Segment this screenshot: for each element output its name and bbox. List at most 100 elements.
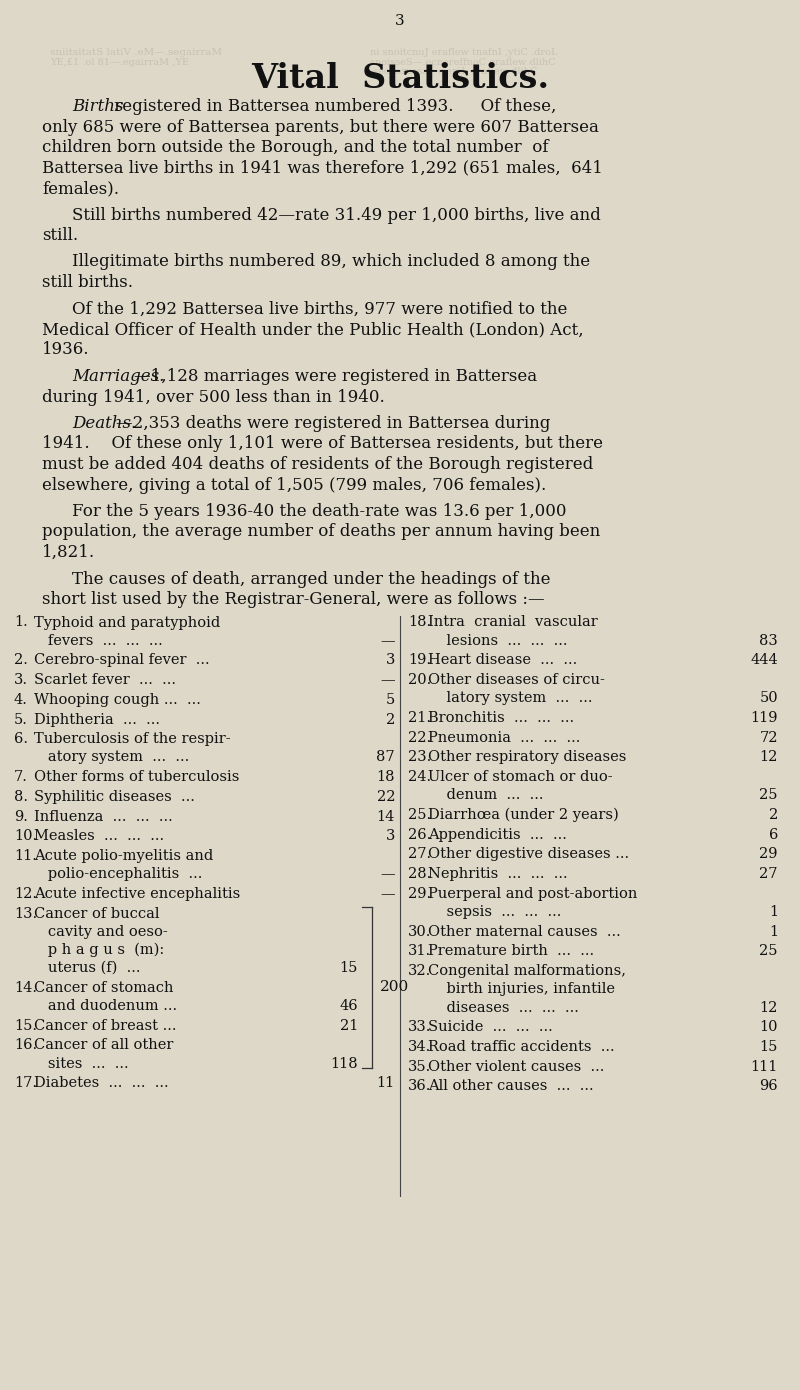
Text: —: — — [380, 867, 395, 881]
Text: 1936.: 1936. — [42, 342, 90, 359]
Text: Other digestive diseases ...: Other digestive diseases ... — [428, 848, 629, 862]
Text: cavity and oeso-: cavity and oeso- — [34, 924, 168, 938]
Text: Tuberculosis of the respir-: Tuberculosis of the respir- — [34, 733, 230, 746]
Text: Heart disease  ...  ...: Heart disease ... ... — [428, 653, 578, 667]
Text: still.: still. — [42, 227, 78, 245]
Text: Scarlet fever  ...  ...: Scarlet fever ... ... — [34, 673, 176, 687]
Text: Appendicitis  ...  ...: Appendicitis ... ... — [428, 827, 567, 842]
Text: must be added 404 deaths of residents of the Borough registered: must be added 404 deaths of residents of… — [42, 456, 594, 473]
Text: Syphilitic diseases  ...: Syphilitic diseases ... — [34, 790, 195, 803]
Text: 30.: 30. — [408, 924, 431, 938]
Text: 15.: 15. — [14, 1019, 37, 1033]
Text: Battersea live births in 1941 was therefore 1,292 (651 males,  641: Battersea live births in 1941 was theref… — [42, 160, 603, 177]
Text: 21.: 21. — [408, 712, 431, 726]
Text: 1941.  Of these only 1,101 were of Battersea residents, but there: 1941. Of these only 1,101 were of Batter… — [42, 435, 603, 453]
Text: Cancer of all other: Cancer of all other — [34, 1038, 174, 1052]
Text: Congenital malformations,: Congenital malformations, — [428, 965, 626, 979]
Text: 27.: 27. — [408, 848, 431, 862]
Text: 22: 22 — [377, 790, 395, 803]
Text: Diphtheria  ...  ...: Diphtheria ... ... — [34, 713, 160, 727]
Text: YE,£1 .ol 81—.egairraM ,YE: YE,£1 .ol 81—.egairraM ,YE — [50, 58, 189, 67]
Text: Suicide  ...  ...  ...: Suicide ... ... ... — [428, 1020, 553, 1034]
Text: 18: 18 — [377, 770, 395, 784]
Text: Vital  Statistics.: Vital Statistics. — [251, 63, 549, 95]
Text: .secnarussa—.seniL eraflew dlihC: .secnarussa—.seniL eraflew dlihC — [370, 67, 538, 76]
Text: atory system  ...  ...: atory system ... ... — [34, 751, 190, 764]
Text: 35.: 35. — [408, 1059, 431, 1073]
Text: 6.: 6. — [14, 733, 28, 746]
Text: Of the 1,292 Battersea live births, 977 were notified to the: Of the 1,292 Battersea live births, 977 … — [72, 300, 567, 317]
Text: 15: 15 — [340, 960, 358, 976]
Text: 22.: 22. — [408, 731, 431, 745]
Text: Road traffic accidents  ...: Road traffic accidents ... — [428, 1040, 614, 1054]
Text: 21: 21 — [340, 1019, 358, 1033]
Text: 8.: 8. — [14, 790, 28, 803]
Text: Influenza  ...  ...  ...: Influenza ... ... ... — [34, 809, 173, 823]
Text: Marriages.: Marriages. — [72, 368, 164, 385]
Text: 83: 83 — [759, 634, 778, 648]
Text: Other forms of tuberculosis: Other forms of tuberculosis — [34, 770, 239, 784]
Text: 25.: 25. — [408, 808, 431, 821]
Text: Cancer of buccal: Cancer of buccal — [34, 906, 159, 920]
Text: lesions  ...  ...  ...: lesions ... ... ... — [428, 634, 567, 648]
Text: 7.: 7. — [14, 770, 28, 784]
Text: 3: 3 — [395, 14, 405, 28]
Text: 17.: 17. — [14, 1076, 37, 1090]
Text: 11: 11 — [377, 1076, 395, 1090]
Text: 10.: 10. — [14, 830, 37, 844]
Text: short list used by the Registrar-General, were as follows :—: short list used by the Registrar-General… — [42, 591, 545, 607]
Text: sites  ...  ...: sites ... ... — [34, 1056, 129, 1070]
Text: 111: 111 — [750, 1059, 778, 1073]
Text: 24.: 24. — [408, 770, 431, 784]
Text: 46: 46 — [339, 999, 358, 1013]
Text: 1.: 1. — [14, 616, 28, 630]
Text: Other violent causes  ...: Other violent causes ... — [428, 1059, 604, 1073]
Text: 14.: 14. — [14, 981, 37, 995]
Text: 32.: 32. — [408, 965, 431, 979]
Text: 50: 50 — [759, 691, 778, 705]
Text: 3: 3 — [386, 653, 395, 667]
Text: diseases  ...  ...  ...: diseases ... ... ... — [428, 1001, 579, 1015]
Text: and duodenum ...: and duodenum ... — [34, 999, 177, 1013]
Text: 34.: 34. — [408, 1040, 431, 1054]
Text: Measles  ...  ...  ...: Measles ... ... ... — [34, 830, 164, 844]
Text: 33.: 33. — [408, 1020, 431, 1034]
Text: 5.: 5. — [14, 713, 28, 727]
Text: Whooping cough ...  ...: Whooping cough ... ... — [34, 692, 201, 706]
Text: 12: 12 — [760, 751, 778, 764]
Text: 1: 1 — [769, 924, 778, 938]
Text: 27: 27 — [759, 867, 778, 881]
Text: denum  ...  ...: denum ... ... — [428, 788, 543, 802]
Text: Typhoid and paratyphoid: Typhoid and paratyphoid — [34, 616, 220, 630]
Text: birth injuries, infantile: birth injuries, infantile — [428, 983, 615, 997]
Text: polio-encephalitis  ...: polio-encephalitis ... — [34, 867, 202, 881]
Text: 31.: 31. — [408, 944, 431, 958]
Text: 119: 119 — [750, 712, 778, 726]
Text: 26.: 26. — [408, 827, 431, 842]
Text: Ulcer of stomach or duo-: Ulcer of stomach or duo- — [428, 770, 613, 784]
Text: —1,128 marriages were registered in Battersea: —1,128 marriages were registered in Batt… — [134, 368, 538, 385]
Text: sniitsitatS latiV .eM—.segairraM: sniitsitatS latiV .eM—.segairraM — [50, 49, 222, 57]
Text: 14: 14 — [377, 809, 395, 823]
Text: —2,353 deaths were registered in Battersea during: —2,353 deaths were registered in Batters… — [116, 416, 550, 432]
Text: Still births numbered 42—rate 31.49 per 1,000 births, live and: Still births numbered 42—rate 31.49 per … — [72, 207, 601, 224]
Text: registered in Battersea numbered 1393.   Of these,: registered in Battersea numbered 1393. O… — [110, 99, 557, 115]
Text: Puerperal and post-abortion: Puerperal and post-abortion — [428, 887, 638, 901]
Text: 20.: 20. — [408, 673, 431, 687]
Text: Intra  cranial  vascular: Intra cranial vascular — [428, 616, 598, 630]
Text: only 685 were of Battersea parents, but there were 607 Battersea: only 685 were of Battersea parents, but … — [42, 118, 599, 135]
Text: —: — — [380, 673, 395, 687]
Text: uterus (f)  ...: uterus (f) ... — [34, 960, 141, 976]
Text: 200: 200 — [380, 980, 409, 994]
Text: The causes of death, arranged under the headings of the: The causes of death, arranged under the … — [72, 570, 550, 588]
Text: Diarrhœa (under 2 years): Diarrhœa (under 2 years) — [428, 808, 618, 823]
Text: 3: 3 — [386, 830, 395, 844]
Text: 87: 87 — [376, 751, 395, 764]
Text: All other causes  ...  ...: All other causes ... ... — [428, 1079, 594, 1094]
Text: —: — — [380, 887, 395, 901]
Text: Cancer of stomach: Cancer of stomach — [34, 981, 174, 995]
Text: Other diseases of circu-: Other diseases of circu- — [428, 673, 605, 687]
Text: Births: Births — [72, 99, 123, 115]
Text: Bronchitis  ...  ...  ...: Bronchitis ... ... ... — [428, 712, 574, 726]
Text: 15: 15 — [760, 1040, 778, 1054]
